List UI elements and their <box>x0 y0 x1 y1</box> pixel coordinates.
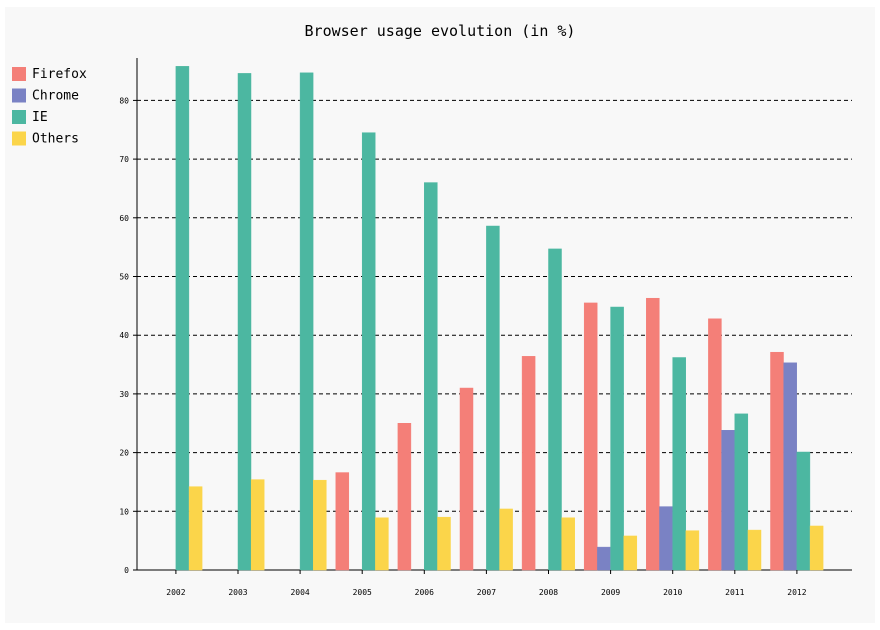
x-tick-label-2007: 2007 <box>477 588 496 597</box>
y-tick-label-80: 80 <box>119 96 129 105</box>
bar-ie-2002 <box>175 66 190 571</box>
bar-firefox-2007 <box>459 387 474 571</box>
bar-ie-2008 <box>548 248 562 571</box>
bar-chrome-2011 <box>721 430 735 571</box>
x-tick-label-2005: 2005 <box>353 588 372 597</box>
bar-others-2002 <box>188 486 203 571</box>
x-tick-label-2003: 2003 <box>228 588 247 597</box>
bar-others-2006 <box>437 516 451 571</box>
legend-label-ie: IE <box>32 110 48 125</box>
bar-firefox-2008 <box>521 356 536 571</box>
bar-ie-2005 <box>361 132 376 571</box>
bar-ie-2010 <box>672 357 686 571</box>
bar-firefox-2011 <box>708 318 722 571</box>
x-tick-label-2008: 2008 <box>539 588 558 597</box>
x-tick-labels: 2002 2003 2004 2005 2006 2007 2008 2009 2010 2011… <box>166 570 807 597</box>
x-tick-label-2010: 2010 <box>663 588 682 597</box>
y-tick-label-50: 50 <box>119 273 129 282</box>
bar-others-2005 <box>375 517 389 571</box>
legend-label-chrome: Chrome <box>32 89 79 104</box>
bar-others-2008 <box>561 517 575 571</box>
bar-firefox-2005 <box>335 472 350 571</box>
y-tick-label-60: 60 <box>119 214 129 223</box>
y-tick-label-10: 10 <box>119 507 129 516</box>
x-tick-label-2009: 2009 <box>601 588 620 597</box>
y-tick-label-30: 30 <box>119 390 129 399</box>
bar-ie-2003 <box>237 73 252 571</box>
legend-swatch-ie <box>12 110 26 124</box>
x-tick-label-2002: 2002 <box>166 588 185 597</box>
bar-others-2007 <box>499 508 513 571</box>
legend-swatch-chrome <box>12 88 26 103</box>
bar-chrome-2009 <box>597 546 611 571</box>
bar-ie-2011 <box>734 413 749 571</box>
y-tick-label-40: 40 <box>119 331 129 340</box>
bar-ie-2009 <box>610 306 624 571</box>
bar-chrome-2012 <box>783 362 797 571</box>
bar-firefox-2009 <box>583 302 598 571</box>
bar-others-2003 <box>250 479 265 571</box>
y-tick-labels: 0 10 20 30 40 50 60 70 80 <box>119 96 137 575</box>
bar-others-2012 <box>809 525 824 571</box>
y-tick-label-70: 70 <box>119 155 129 164</box>
bar-firefox-2006 <box>397 423 412 571</box>
bar-others-2011 <box>747 529 762 571</box>
bar-ie-2004 <box>299 72 314 571</box>
bar-others-2010 <box>685 530 700 571</box>
y-tick-label-0: 0 <box>124 566 129 575</box>
bar-ie-2006 <box>424 182 438 571</box>
legend-label-others: Others <box>32 132 79 147</box>
legend: Firefox Chrome IE Others <box>12 67 87 147</box>
bar-others-2004 <box>313 479 327 571</box>
bar-firefox-2012 <box>770 351 784 571</box>
bar-others-2009 <box>623 535 638 571</box>
x-tick-label-2006: 2006 <box>415 588 434 597</box>
x-tick-label-2011: 2011 <box>725 588 744 597</box>
legend-swatch-others <box>12 131 26 146</box>
x-tick-label-2012: 2012 <box>787 588 806 597</box>
bar-ie-2012 <box>796 451 811 571</box>
legend-swatch-firefox <box>12 67 26 81</box>
bars <box>175 66 824 571</box>
x-tick-label-2004: 2004 <box>290 588 309 597</box>
legend-label-firefox: Firefox <box>32 67 87 82</box>
bar-firefox-2010 <box>646 297 660 571</box>
chart-title: Browser usage evolution (in %) <box>305 22 576 40</box>
y-tick-label-20: 20 <box>119 449 129 458</box>
bar-chrome-2010 <box>659 506 673 571</box>
bar-ie-2007 <box>486 225 500 571</box>
